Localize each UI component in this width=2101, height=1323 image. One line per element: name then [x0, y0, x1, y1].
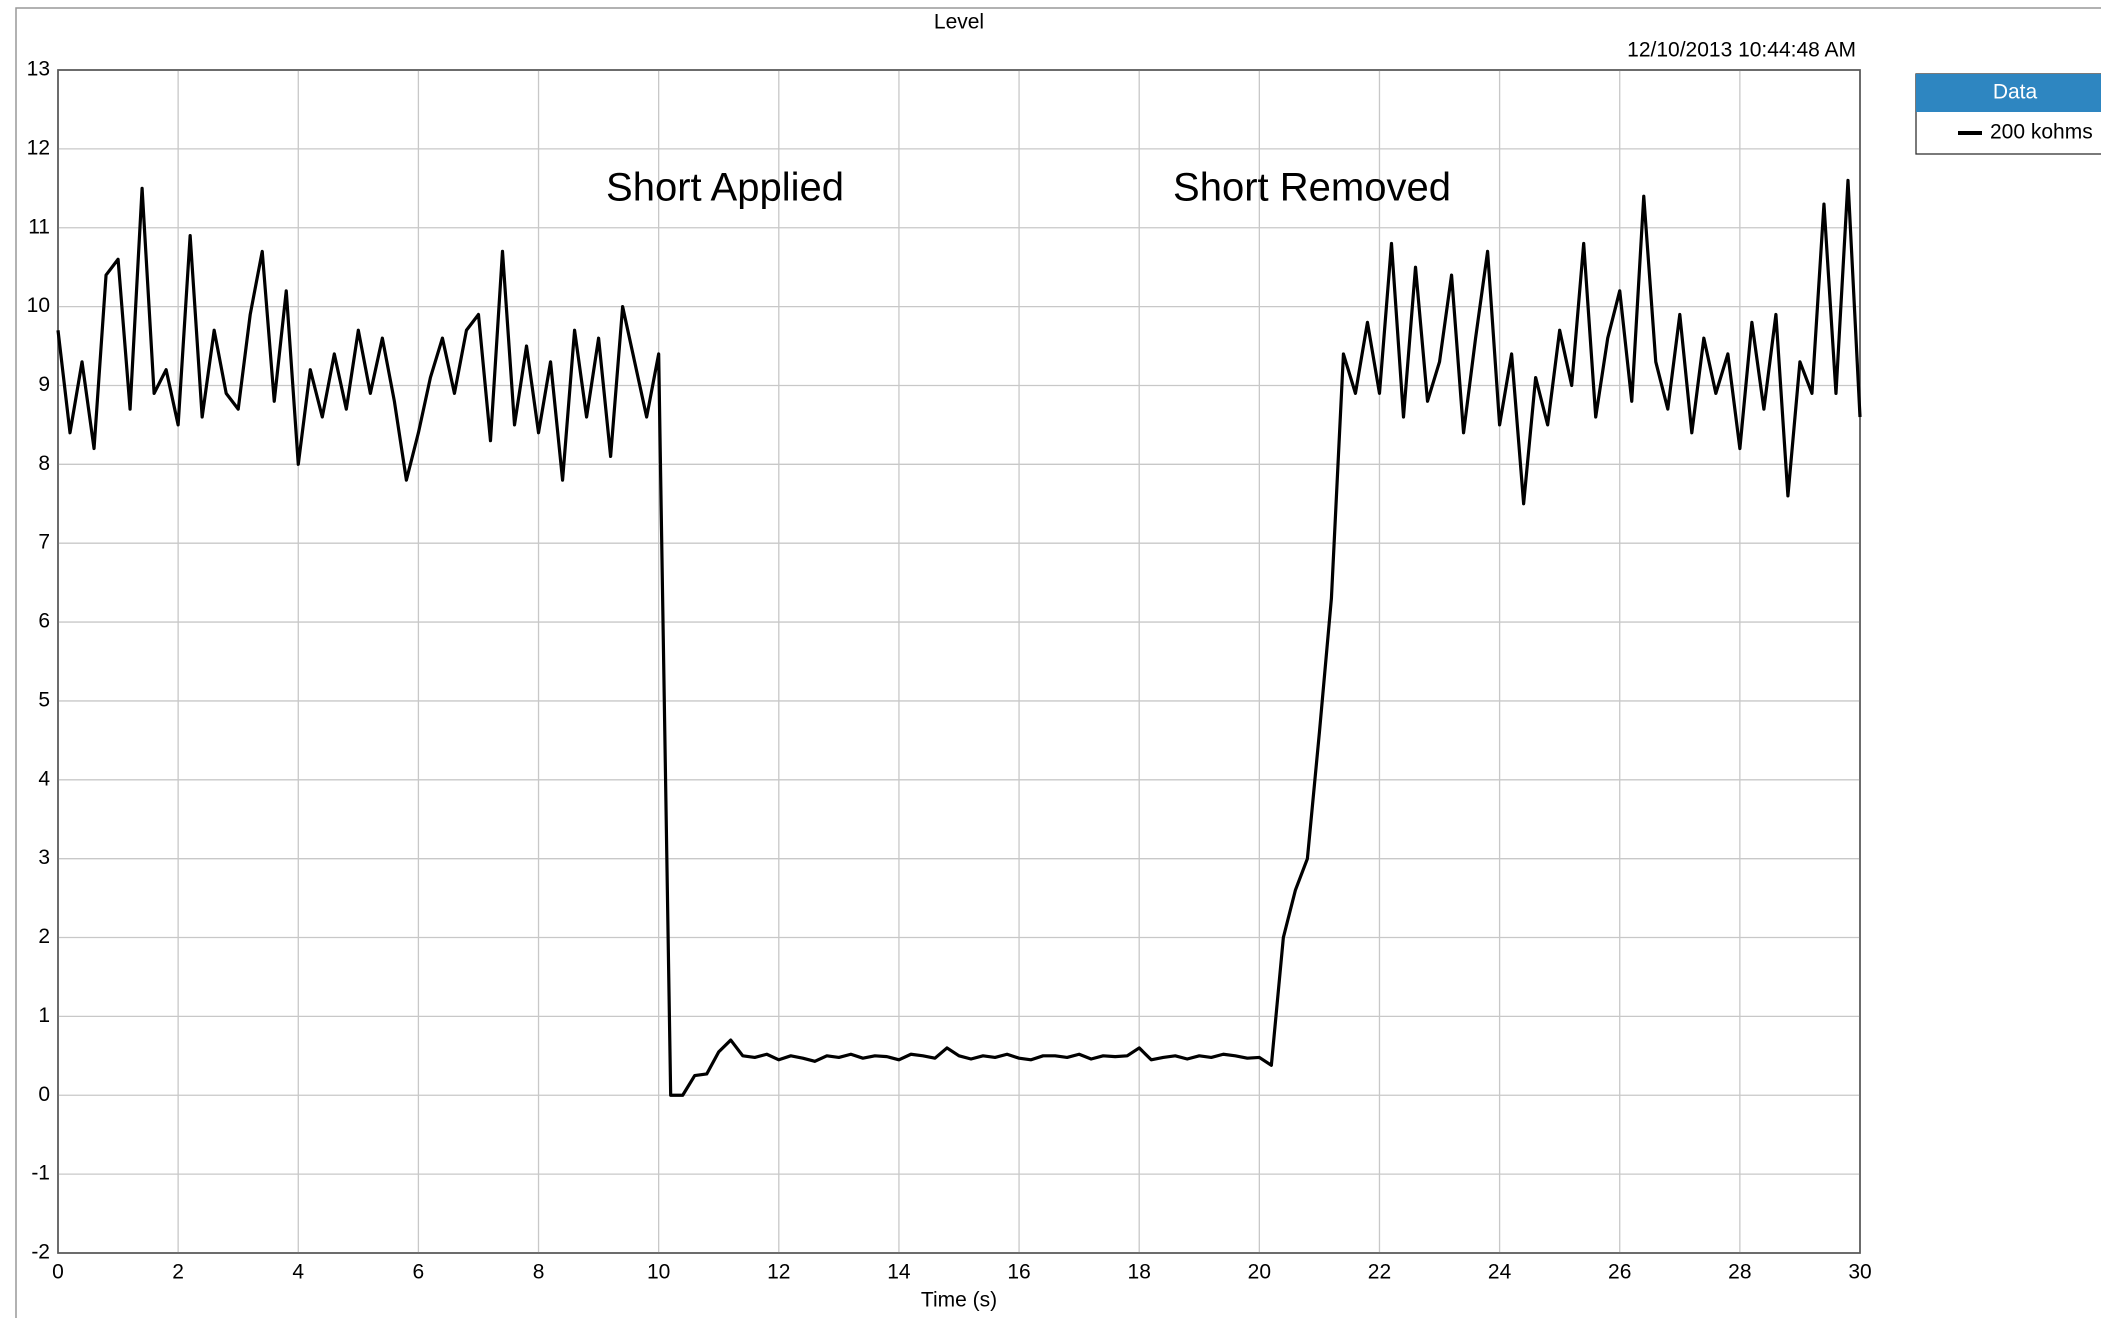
- x-tick-label: 28: [1728, 1261, 1751, 1284]
- y-tick-label: 3: [38, 846, 50, 869]
- x-tick-label: 26: [1608, 1261, 1631, 1284]
- y-tick-label: 9: [38, 373, 50, 396]
- x-tick-label: 8: [533, 1261, 545, 1284]
- timestamp: 12/10/2013 10:44:48 AM: [1627, 39, 1856, 62]
- annotation: Short Removed: [1173, 166, 1451, 210]
- x-tick-label: 4: [292, 1261, 304, 1284]
- plot-area: [57, 69, 1861, 1254]
- y-tick-label: 1: [38, 1004, 50, 1027]
- legend-label: 200 kohms: [1990, 121, 2093, 144]
- chart-title: Level: [934, 11, 984, 34]
- legend-title: Data: [1993, 81, 2038, 104]
- x-tick-label: 12: [767, 1261, 790, 1284]
- annotation: Short Applied: [606, 166, 844, 210]
- y-tick-label: 7: [38, 531, 50, 554]
- y-tick-label: 10: [27, 294, 50, 317]
- x-tick-label: 2: [172, 1261, 184, 1284]
- frame: [15, 7, 2101, 1323]
- x-tick-label: 18: [1128, 1261, 1151, 1284]
- plot-border: [57, 69, 1861, 1254]
- y-tick-label: 2: [38, 925, 50, 948]
- x-tick-label: 10: [647, 1261, 670, 1284]
- x-tick-label: 24: [1488, 1261, 1512, 1284]
- x-tick-label: 0: [52, 1261, 64, 1284]
- x-tick-label: 14: [887, 1261, 911, 1284]
- y-tick-label: 8: [38, 452, 50, 475]
- x-tick-label: 16: [1007, 1261, 1030, 1284]
- y-tick-label: 4: [38, 767, 50, 790]
- x-axis-label: Time (s): [921, 1289, 997, 1312]
- y-tick-label: 12: [27, 136, 50, 159]
- legend-header: [1916, 74, 2101, 112]
- x-tick-label: 6: [413, 1261, 425, 1284]
- x-tick-label: 20: [1248, 1261, 1271, 1284]
- x-tick-label: 30: [1848, 1261, 1871, 1284]
- y-tick-label: -2: [31, 1241, 50, 1264]
- y-tick-label: 0: [38, 1083, 50, 1106]
- y-tick-label: 6: [38, 610, 50, 633]
- data-line: [56, 178, 1862, 1097]
- y-tick-label: 13: [27, 58, 50, 81]
- y-tick-label: 5: [38, 688, 50, 711]
- y-tick-label: -1: [31, 1162, 50, 1185]
- x-tick-label: 22: [1368, 1261, 1391, 1284]
- y-tick-label: 11: [28, 215, 50, 238]
